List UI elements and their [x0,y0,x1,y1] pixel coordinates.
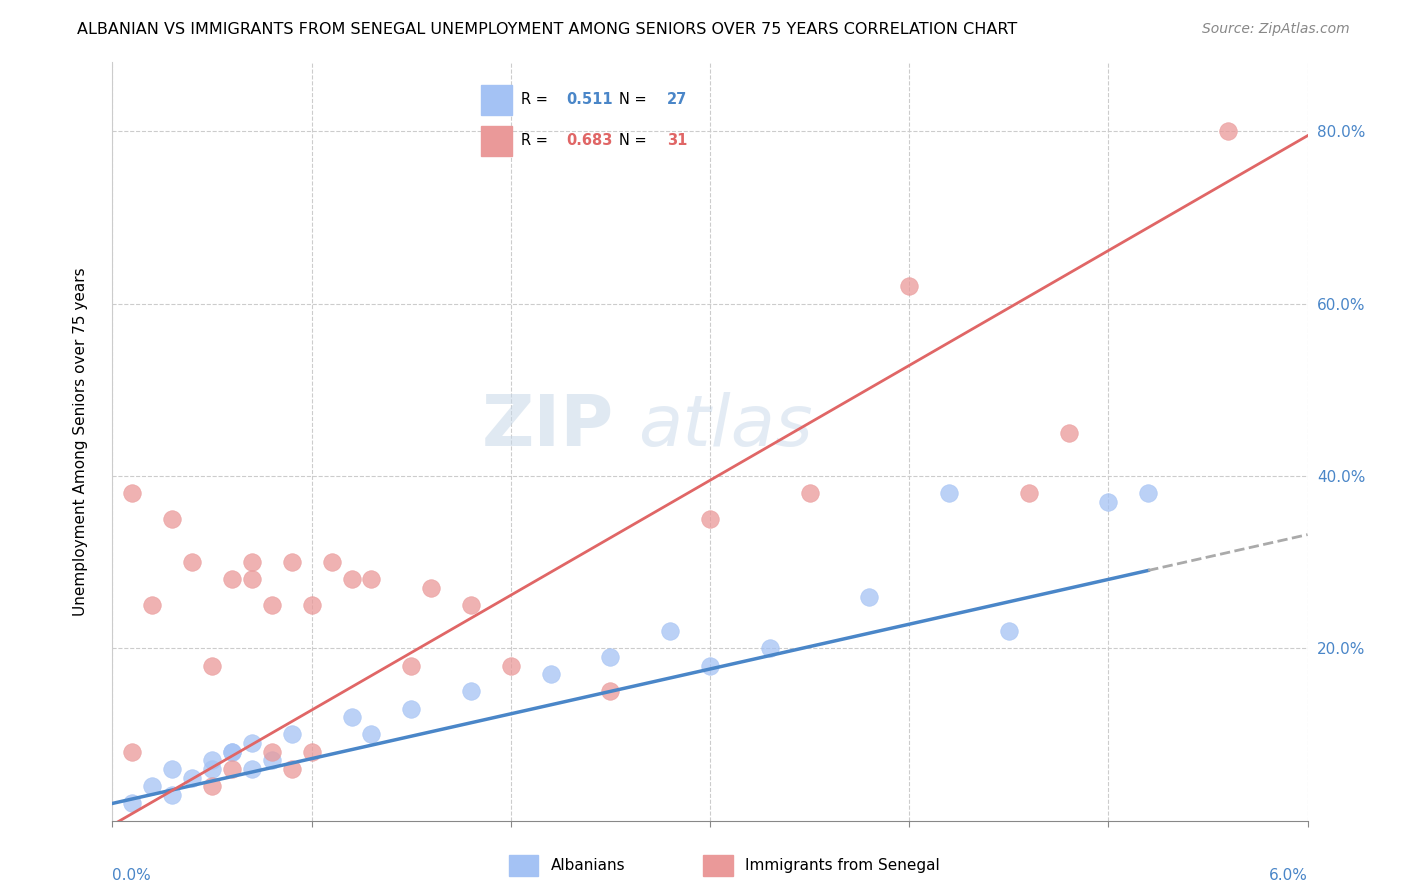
Point [281,762,304,776]
Point [240,762,263,776]
Point [599,684,621,698]
Point [201,753,224,767]
Point [201,779,224,793]
Point [759,641,782,656]
Point [401,701,423,715]
Point [162,788,183,802]
Text: Albanians: Albanians [551,858,626,872]
Point [1137,486,1160,500]
Y-axis label: Unemployment Among Seniors over 75 years: Unemployment Among Seniors over 75 years [73,268,89,615]
Point [141,779,163,793]
Text: Source: ZipAtlas.com: Source: ZipAtlas.com [1202,22,1350,37]
Point [181,771,204,785]
Point [1018,486,1040,500]
Point [221,762,243,776]
Point [699,658,721,673]
Point [1216,124,1239,138]
Point [321,555,343,569]
Point [1097,495,1119,509]
Point [121,745,143,759]
Point [420,581,443,595]
Point [201,762,224,776]
Point [460,684,482,698]
Point [340,573,363,587]
Point [599,649,621,664]
Point [499,658,522,673]
Point [281,555,304,569]
Point [898,279,921,293]
Bar [509,855,538,876]
Point [659,624,682,639]
Point [301,599,323,613]
Point [799,486,821,500]
Point [938,486,960,500]
Text: atlas: atlas [638,392,813,461]
Point [1057,425,1080,440]
Point [260,599,283,613]
Point [162,512,183,526]
Point [260,745,283,759]
Point [121,486,143,500]
Text: 6.0%: 6.0% [1268,868,1308,883]
Point [221,745,243,759]
Point [221,573,243,587]
Point [221,745,243,759]
Point [240,736,263,750]
Point [401,658,423,673]
Point [858,590,880,604]
Point [281,727,304,741]
Point [201,658,224,673]
Point [301,745,323,759]
Point [240,573,263,587]
Text: Immigrants from Senegal: Immigrants from Senegal [745,858,941,872]
Point [360,573,382,587]
Point [121,797,143,811]
Point [998,624,1021,639]
Point [460,599,482,613]
Point [540,667,562,681]
Point [162,762,183,776]
Text: ZIP: ZIP [482,392,614,461]
Point [360,727,382,741]
Text: 0.0%: 0.0% [112,868,152,883]
Point [340,710,363,724]
Text: ALBANIAN VS IMMIGRANTS FROM SENEGAL UNEMPLOYMENT AMONG SENIORS OVER 75 YEARS COR: ALBANIAN VS IMMIGRANTS FROM SENEGAL UNEM… [77,22,1018,37]
Point [141,599,163,613]
Point [240,555,263,569]
Point [181,555,204,569]
Point [699,512,721,526]
Bar [703,855,733,876]
Point [260,753,283,767]
